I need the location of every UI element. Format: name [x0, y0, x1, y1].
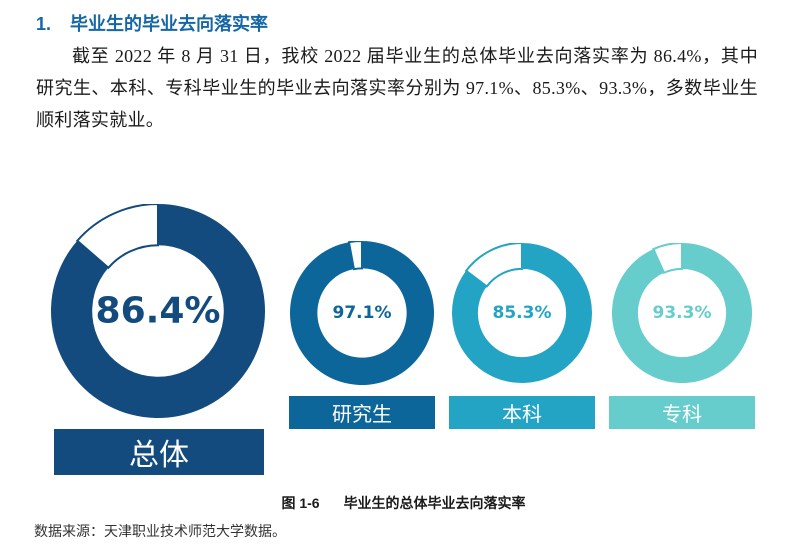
donut-graduate-value: 97.1% [332, 303, 392, 323]
donut-overall-value: 86.4% [95, 290, 221, 332]
label-overall: 总体 [54, 429, 264, 475]
label-associate: 专科 [609, 396, 755, 429]
donut-associate-value: 93.3% [652, 303, 712, 323]
label-graduate-text: 研究生 [332, 402, 392, 426]
donut-undergraduate-value: 85.3% [492, 303, 552, 323]
donut-associate: 93.3% [612, 243, 752, 383]
donut-graduate-ring [290, 241, 434, 385]
section-heading: 1. 毕业生的毕业去向落实率 [36, 10, 268, 36]
body-paragraph: 截至 2022 年 8 月 31 日，我校 2022 届毕业生的总体毕业去向落实… [36, 46, 758, 130]
donut-associate-segment [612, 243, 752, 383]
figure-caption: 图 1-6 毕业生的总体毕业去向落实率 [0, 493, 807, 513]
label-associate-text: 专科 [662, 402, 702, 426]
donut-graduate-segment [290, 241, 434, 385]
donut-undergraduate-segment [452, 243, 592, 383]
donut-graduate: 97.1% [290, 241, 434, 385]
donut-overall-ring [51, 204, 265, 418]
donut-associate-ring [612, 243, 752, 383]
label-undergraduate-text: 本科 [502, 402, 542, 426]
section-number: 1. [36, 14, 52, 34]
donut-undergraduate-remainder [464, 243, 523, 288]
figure-title: 毕业生的总体毕业去向落实率 [343, 495, 526, 511]
donut-overall-segment [51, 204, 265, 418]
donut-undergraduate: 85.3% [452, 243, 592, 383]
section-title: 毕业生的毕业去向落实率 [70, 14, 268, 34]
label-undergraduate: 本科 [449, 396, 595, 429]
donut-overall-remainder [75, 204, 159, 270]
data-source: 数据来源：天津职业技术师范大学数据。 [34, 525, 286, 540]
label-overall-text: 总体 [129, 438, 189, 473]
donut-undergraduate-ring [452, 243, 592, 383]
donut-overall: 86.4% [51, 204, 265, 418]
label-graduate: 研究生 [289, 396, 435, 429]
figure-number: 图 1-6 [281, 495, 320, 511]
